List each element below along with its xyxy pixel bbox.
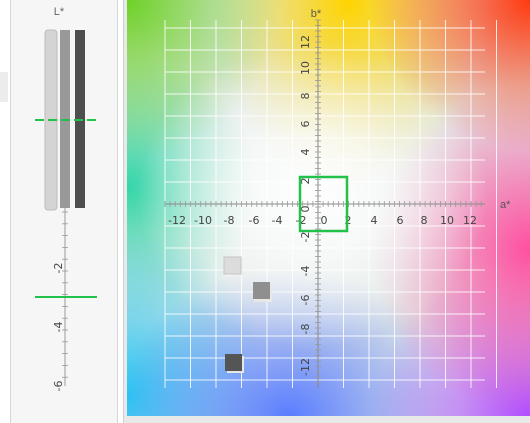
b-axis-tick-label: -6 [299,295,312,306]
collapsed-panel-tab[interactable] [0,72,8,102]
ab-chart[interactable]: -12 -10 -8 -6 -4 -2 0 2 4 6 8 10 12 12 10 8 6 4 2 0 -2 -4 -6 -… [127,0,530,416]
a-axis-tick-labels: -12 -10 -8 -6 -4 -2 0 2 4 6 8 10 12 [168,214,477,227]
sample-swatch-light[interactable] [223,256,242,276]
b-axis-tick-label: -8 [299,324,312,335]
sample-swatch-mid[interactable] [253,282,272,302]
a-axis-tick-label: -10 [194,214,212,227]
a-axis-tick-label: -8 [224,214,235,227]
sample-swatch-dark[interactable] [225,354,244,373]
lightness-scale: -2 -4 -6 [35,29,97,392]
b-axis-label: b* [311,8,322,20]
a-axis-tick-label: 4 [371,214,378,227]
target-tolerance-box[interactable] [298,175,349,233]
b-axis-tick-label: -4 [299,266,312,277]
lightness-minor-ticks [62,211,68,378]
b-axis-tick-label: 12 [299,35,312,49]
lightness-tick-label: -6 [52,381,65,392]
lightness-tick-label: -4 [52,322,65,333]
lightness-axis-label: L* [53,6,65,18]
b-axis-tick-label: 10 [299,61,312,75]
b-axis-tick-label: -12 [299,358,312,376]
a-axis-tick-label: 0 [321,214,328,227]
b-axis-tick-label: 8 [299,93,312,100]
axis-minor-ticks [164,19,482,384]
b-axis-tick-label: 6 [299,121,312,128]
a-axis-tick-label: 6 [397,214,404,227]
b-axis-tick-label: -2 [299,232,312,243]
b-axis-tick-labels: 12 10 8 6 4 2 0 -2 -4 -6 -8 -12 [299,35,312,376]
a-axis-label: a* [500,199,511,211]
lightness-tick-label: -2 [52,263,65,274]
a-axis-tick-label: 10 [440,214,454,227]
a-axis-tick-label: 12 [463,214,477,227]
a-axis-tick-label: -12 [168,214,186,227]
b-axis-tick-label: 4 [299,149,312,156]
a-axis-tick-label: 8 [421,214,428,227]
b-axis-tick-label: 2 [299,178,312,185]
a-axis-tick-label: -6 [249,214,260,227]
a-axis-tick-label: -4 [272,214,283,227]
b-axis-tick-label: 0 [299,206,312,213]
ab-color-field [127,0,530,416]
